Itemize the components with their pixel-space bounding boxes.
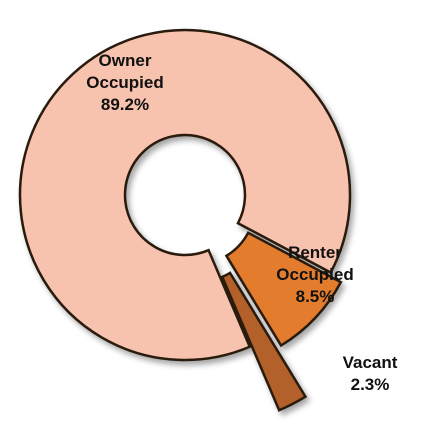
value-label: 8.5% bbox=[295, 287, 335, 306]
slice-label: Owner Occupied 89.2% bbox=[65, 50, 185, 116]
category-label: Vacant bbox=[342, 353, 398, 372]
category-label: Renter Occupied bbox=[276, 243, 354, 284]
slice bbox=[220, 271, 308, 412]
category-label: Owner Occupied bbox=[86, 51, 164, 92]
value-label: 89.2% bbox=[100, 95, 150, 114]
value-label: 2.3% bbox=[350, 375, 390, 394]
slice-label: Vacant 2.3% bbox=[310, 352, 430, 396]
slice bbox=[18, 28, 352, 362]
slice bbox=[224, 231, 343, 348]
slice-label: Renter Occupied 8.5% bbox=[255, 242, 375, 308]
